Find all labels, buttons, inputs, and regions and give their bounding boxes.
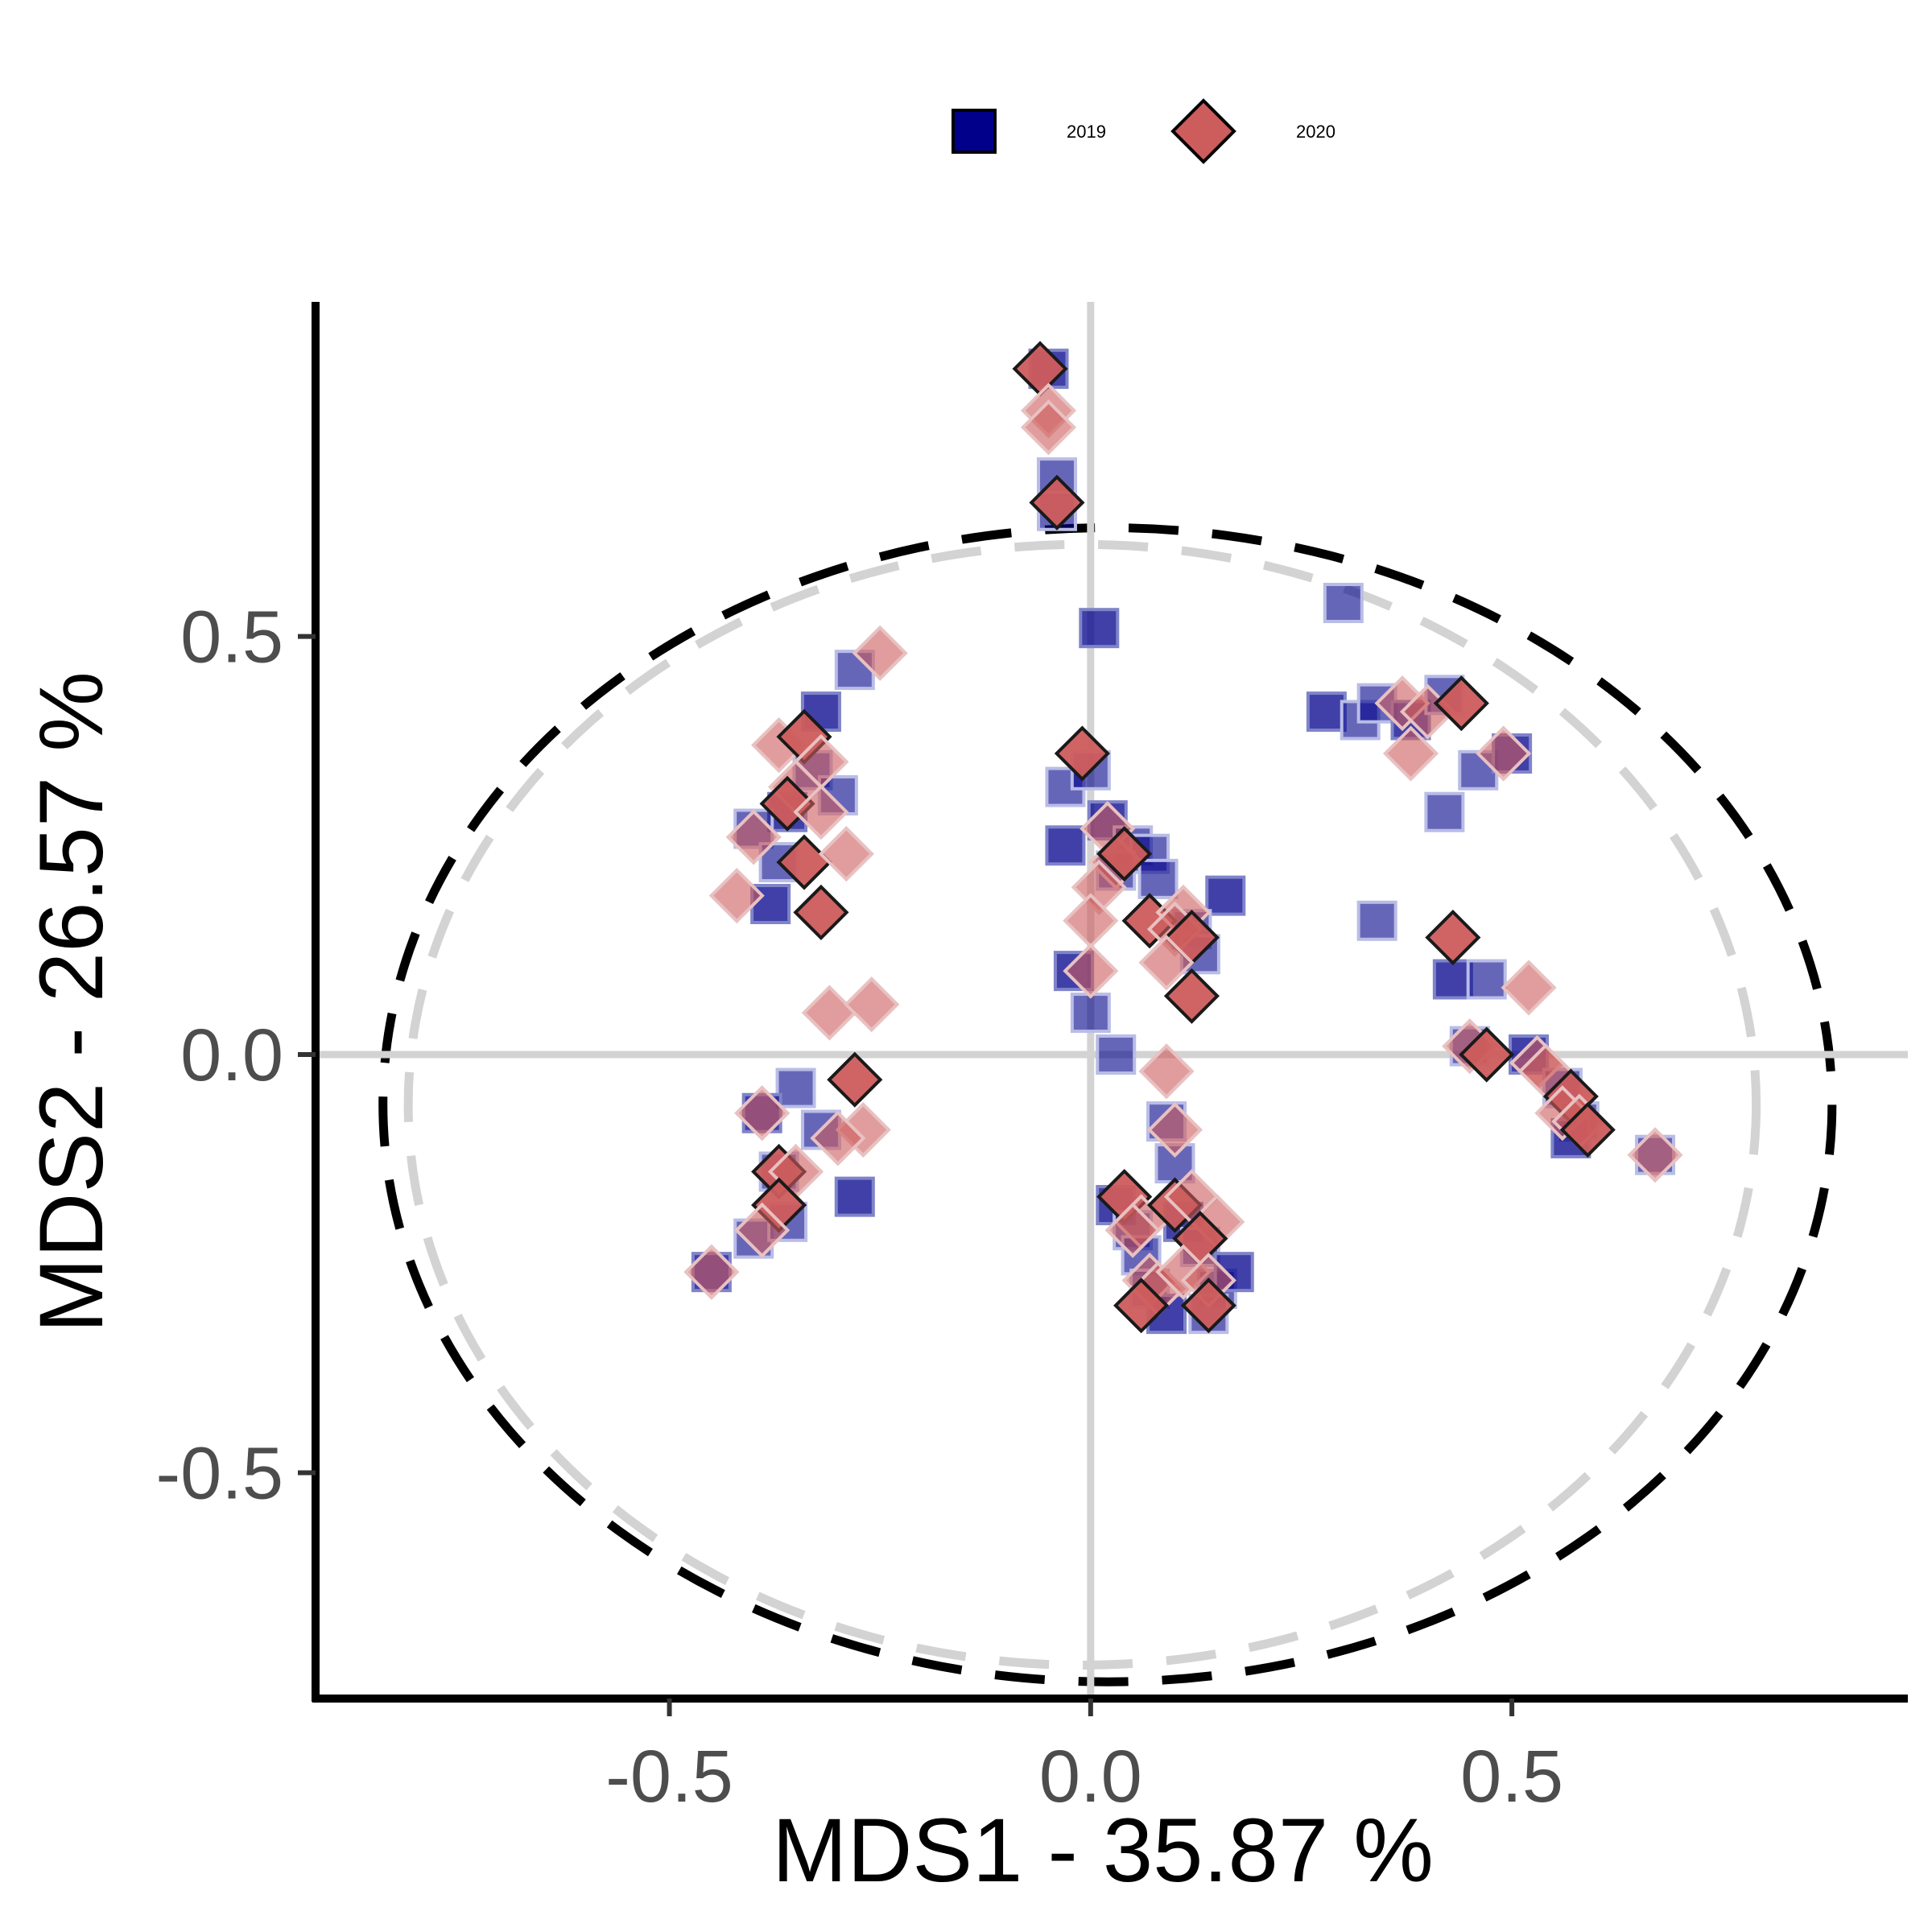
point-2020-18	[827, 1051, 883, 1108]
point-2019-48	[834, 1176, 875, 1217]
legend-item-2019: 2019	[952, 109, 1106, 154]
point-2020-58	[1476, 725, 1532, 782]
point-2020-20	[734, 1085, 791, 1141]
point-2020-10	[793, 784, 849, 840]
legend-square-marker	[952, 109, 997, 154]
legend: 2019 2020	[952, 98, 1335, 164]
point-2020-25	[734, 1202, 791, 1258]
x-tick-label: -0.5	[605, 1736, 733, 1818]
point-2020-23	[810, 1110, 866, 1166]
point-2020-44	[1104, 1202, 1161, 1258]
reference-lines	[316, 302, 1908, 1699]
point-2020-16	[801, 985, 857, 1041]
legend-diamond-marker	[1170, 98, 1236, 164]
point-2020-13	[818, 826, 874, 882]
data-points	[683, 341, 1683, 1335]
axes: -0.5 0.0 0.5 -0.5 0.0 0.5	[155, 302, 1908, 1818]
ellipse-black	[378, 523, 1837, 1686]
point-2019-20	[1137, 858, 1179, 899]
y-axis-title: MDS2 - 26.57 %	[21, 671, 122, 1333]
point-2020-63	[1459, 1026, 1515, 1083]
legend-label: 2019	[1067, 122, 1106, 142]
series-2020	[683, 341, 1683, 1334]
y-tick-label: 0.5	[180, 597, 283, 679]
point-2020-11	[725, 809, 782, 865]
point-2019-44	[775, 1067, 816, 1108]
point-2019-27	[1306, 691, 1347, 733]
point-2020-2	[1020, 399, 1077, 456]
plot-area	[316, 302, 1908, 1699]
point-2019-26	[1096, 1034, 1137, 1075]
ellipse-grey	[403, 539, 1761, 1670]
point-2020-26	[683, 1244, 740, 1300]
point-2020-30	[1096, 826, 1153, 882]
x-tick-label: 0.5	[1460, 1736, 1563, 1818]
point-2019-34	[1424, 791, 1465, 832]
point-2020-59	[1382, 725, 1439, 782]
y-tick-label: 0.0	[180, 1014, 283, 1096]
point-2020-41	[1146, 1101, 1203, 1158]
point-2020-37	[1138, 935, 1195, 991]
legend-label: 2020	[1296, 122, 1335, 142]
point-2020-27	[1054, 725, 1110, 782]
point-2019-3	[1079, 608, 1120, 649]
point-2020-39	[1163, 968, 1220, 1024]
x-axis-title: MDS1 - 35.87 %	[772, 1800, 1434, 1901]
point-2020-60	[1425, 910, 1481, 966]
point-2020-69	[1559, 1101, 1616, 1158]
point-2019-25	[1070, 993, 1111, 1034]
point-2020-38	[1063, 943, 1119, 999]
point-2020-54	[1180, 1278, 1236, 1334]
point-2019-21	[1205, 875, 1246, 916]
point-2020-3	[1029, 474, 1085, 530]
confidence-ellipses	[378, 523, 1837, 1686]
point-2019-36	[1432, 959, 1473, 1000]
legend-item-2020: 2020	[1170, 98, 1335, 164]
point-2020-51	[1113, 1278, 1170, 1334]
point-2020-15	[793, 884, 849, 940]
point-2019-35	[1356, 900, 1397, 941]
point-2019-18	[1045, 825, 1086, 866]
point-2020-70	[1627, 1127, 1683, 1183]
point-2020-57	[1433, 675, 1489, 732]
point-2020-17	[844, 976, 900, 1033]
point-2019-37	[1466, 959, 1507, 1000]
point-2020-40	[1138, 1043, 1195, 1100]
point-2020-61	[1501, 960, 1557, 1016]
y-tick-label: -0.5	[155, 1432, 283, 1514]
point-2019-4	[1323, 583, 1364, 624]
x-tick-label: 0.0	[1039, 1736, 1142, 1818]
point-2020-14	[708, 868, 765, 924]
point-2020-4	[852, 625, 908, 681]
